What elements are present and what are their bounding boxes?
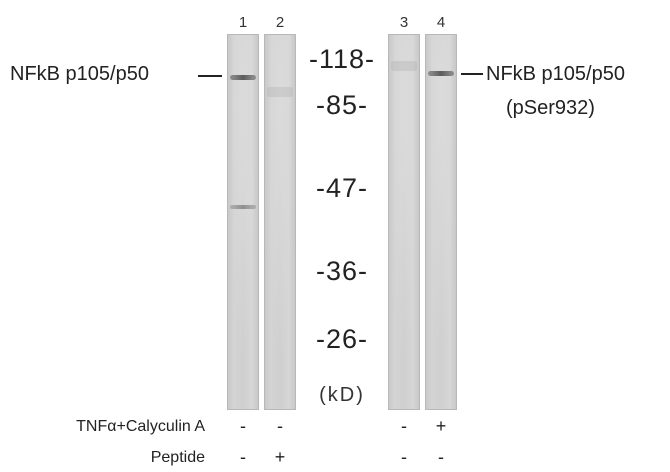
right-pointer-line <box>461 73 483 75</box>
treatment-sign-lane-3: - <box>401 416 407 436</box>
marker-26: -26- <box>315 324 368 354</box>
right-phospho-label: (pSer932) <box>506 97 595 119</box>
blot-lane-2 <box>264 34 296 410</box>
left-protein-label: NFkB p105/p50 <box>10 63 149 85</box>
marker-36: -36- <box>315 256 368 286</box>
band-p105-lane-1 <box>230 75 256 80</box>
band-lower-lane-1 <box>230 205 256 209</box>
blot-lane-3 <box>388 34 420 410</box>
treatment-sign-lane-1: - <box>240 416 246 436</box>
treatment-sign-lane-4: + <box>435 416 447 436</box>
unit-label: (kD) <box>319 384 365 406</box>
lane-number-1: 1 <box>238 14 248 31</box>
treatment-sign-lane-2: - <box>277 416 283 436</box>
lane-number-3: 3 <box>399 14 409 31</box>
peptide-sign-lane-2: + <box>274 447 286 467</box>
peptide-sign-lane-4: - <box>438 447 444 467</box>
band-p105-lane-4 <box>428 71 454 76</box>
band-ghost-lane-3 <box>391 61 417 71</box>
marker-47: -47- <box>315 173 368 203</box>
left-pointer-line <box>198 75 222 77</box>
marker-118: -118- <box>308 44 376 74</box>
condition-label-treatment: TNFα+Calyculin A <box>76 418 205 435</box>
blot-lane-4 <box>425 34 457 410</box>
marker-85: -85- <box>315 90 368 120</box>
lane-number-4: 4 <box>436 14 446 31</box>
blot-lane-1 <box>227 34 259 410</box>
condition-label-peptide: Peptide <box>150 449 205 466</box>
right-protein-label: NFkB p105/p50 <box>486 63 625 85</box>
peptide-sign-lane-1: - <box>240 447 246 467</box>
lane-number-2: 2 <box>275 14 285 31</box>
band-ghost-lane-2 <box>267 87 293 97</box>
peptide-sign-lane-3: - <box>401 447 407 467</box>
